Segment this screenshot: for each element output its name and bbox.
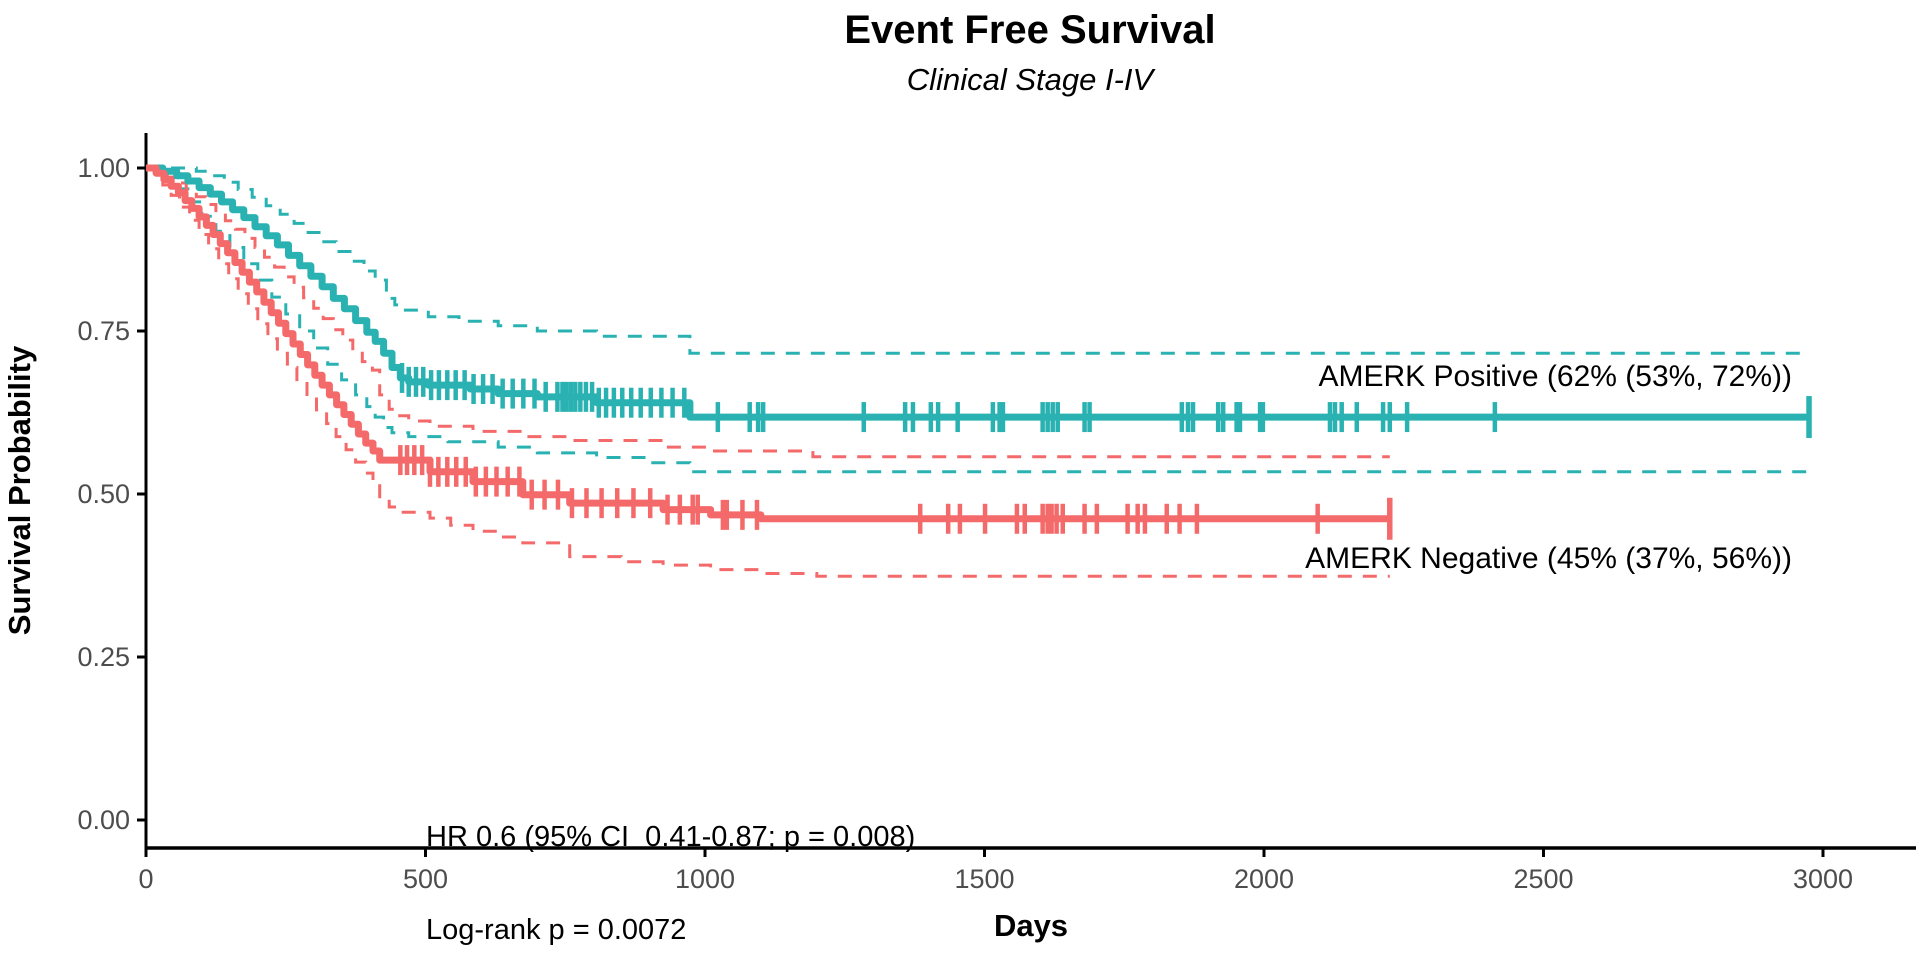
logrank-annotation-line: Log-rank p = 0.0072 [426,914,687,946]
y-tick-label: 0.50 [77,479,130,509]
stats-annotation: HR 0.6 (95% CI 0.41-0.87; p = 0.008) Log… [426,760,915,960]
ci-upper-positive [146,166,1809,355]
y-axis-title: Survival Probability [2,345,37,635]
curve-label-amerk-positive: AMERK Positive (62% (53%, 72%)) [1318,360,1793,393]
y-tick-label: 0.25 [77,642,130,672]
x-tick-label: 3000 [1793,864,1853,894]
curve-label-amerk-negative: AMERK Negative (45% (37%, 56%)) [1305,542,1792,575]
km-curve-negative [146,164,1390,523]
x-tick-label: 0 [138,864,153,894]
chart-title: Event Free Survival [844,8,1216,52]
x-tick-label: 500 [403,864,448,894]
chart-subtitle: Clinical Stage I-IV [906,62,1154,97]
x-tick-label: 1000 [675,864,735,894]
x-tick-label: 2500 [1513,864,1573,894]
ci-lower-positive [146,166,1809,474]
hr-annotation-line: HR 0.6 (95% CI 0.41-0.87; p = 0.008) [426,821,916,853]
y-tick-label: 1.00 [77,153,130,183]
x-tick-label: 2000 [1234,864,1294,894]
y-tick-label: 0.75 [77,316,130,346]
x-tick-label: 1500 [954,864,1014,894]
ci-upper-negative [146,166,1390,459]
y-tick-label: 0.00 [77,805,130,835]
ci-lower-negative [146,166,1390,578]
x-axis-title: Days [994,908,1068,943]
